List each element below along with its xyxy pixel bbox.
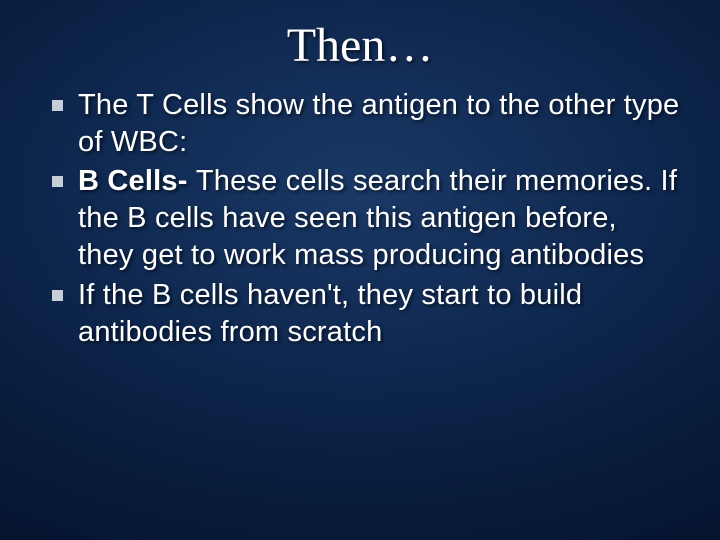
bullet-list: The T Cells show the antigen to the othe… [40, 87, 680, 351]
slide-container: Then… The T Cells show the antigen to th… [0, 0, 720, 540]
list-item: The T Cells show the antigen to the othe… [52, 87, 680, 161]
bullet-text: If the B cells haven't, they start to bu… [78, 277, 680, 351]
bullet-body: The T Cells show the antigen to the othe… [78, 89, 679, 158]
bullet-square-icon [52, 176, 63, 187]
bullet-square-icon [52, 100, 63, 111]
bullet-body: If the B cells haven't, they start to bu… [78, 279, 582, 348]
bullet-text: The T Cells show the antigen to the othe… [78, 87, 680, 161]
list-item: B Cells- These cells search their memori… [52, 163, 680, 274]
slide-title: Then… [40, 18, 680, 73]
bullet-square-icon [52, 290, 63, 301]
bullet-bold: B Cells- [78, 165, 196, 197]
bullet-text: B Cells- These cells search their memori… [78, 163, 680, 274]
list-item: If the B cells haven't, they start to bu… [52, 277, 680, 351]
